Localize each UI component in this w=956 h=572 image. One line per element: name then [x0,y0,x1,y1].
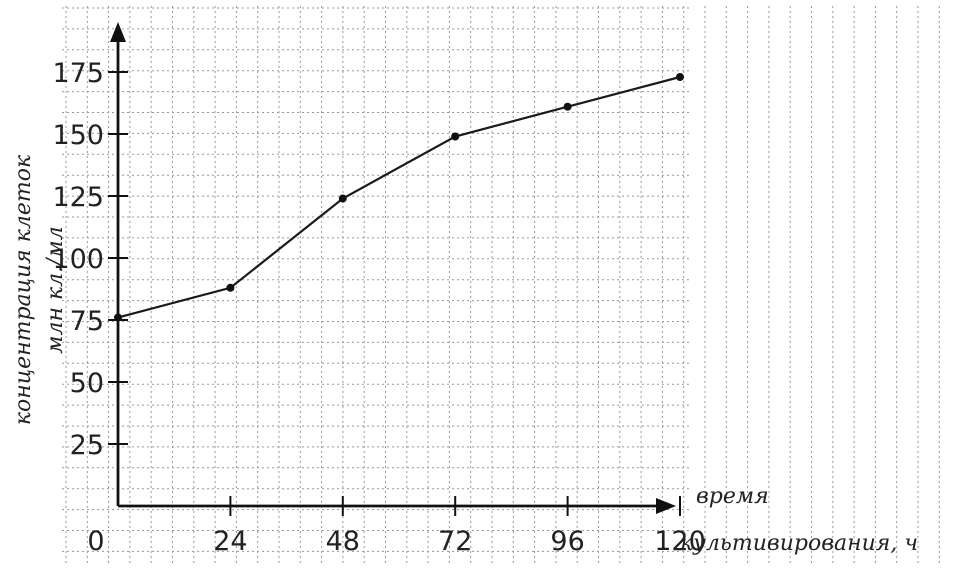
data-point [451,132,460,141]
series [114,73,684,322]
y-tick-label: 125 [52,182,104,213]
y-axis-title-line-2: млн кл./мл [43,226,68,354]
data-point [563,102,572,111]
grid [62,6,940,566]
y-axis-title: концентрация клеток млн кл./мл [11,154,68,425]
x-tick-label: 96 [550,526,584,557]
data-point [114,313,122,322]
x-tick-label: 24 [213,526,247,557]
x-tick-label: 72 [438,526,472,557]
data-point [338,194,347,203]
y-tick-label: 75 [70,306,104,337]
y-tick-label: 25 [70,430,104,461]
x-axis-title-line-1: время [696,484,769,509]
y-tick-label: 150 [52,120,104,151]
y-axis-title-line-1: концентрация клеток [11,154,36,425]
data-point [676,73,684,81]
ticks: 24 48 72 96 120 25 50 75 100 125 150 175 [52,58,705,557]
x-tick-label: 120 [654,526,706,557]
origin-label: 0 [87,526,104,557]
y-tick-label: 50 [70,368,104,399]
x-axis-arrow-icon [656,498,676,514]
x-axis-title-line-2: культивирования, ч [680,531,918,556]
data-point [226,283,235,292]
series-line [117,75,681,319]
axes [110,22,676,514]
y-tick-label: 100 [52,244,104,275]
x-tick-label: 48 [326,526,360,557]
y-axis-arrow-icon [110,22,126,42]
y-tick-label: 175 [52,58,104,89]
